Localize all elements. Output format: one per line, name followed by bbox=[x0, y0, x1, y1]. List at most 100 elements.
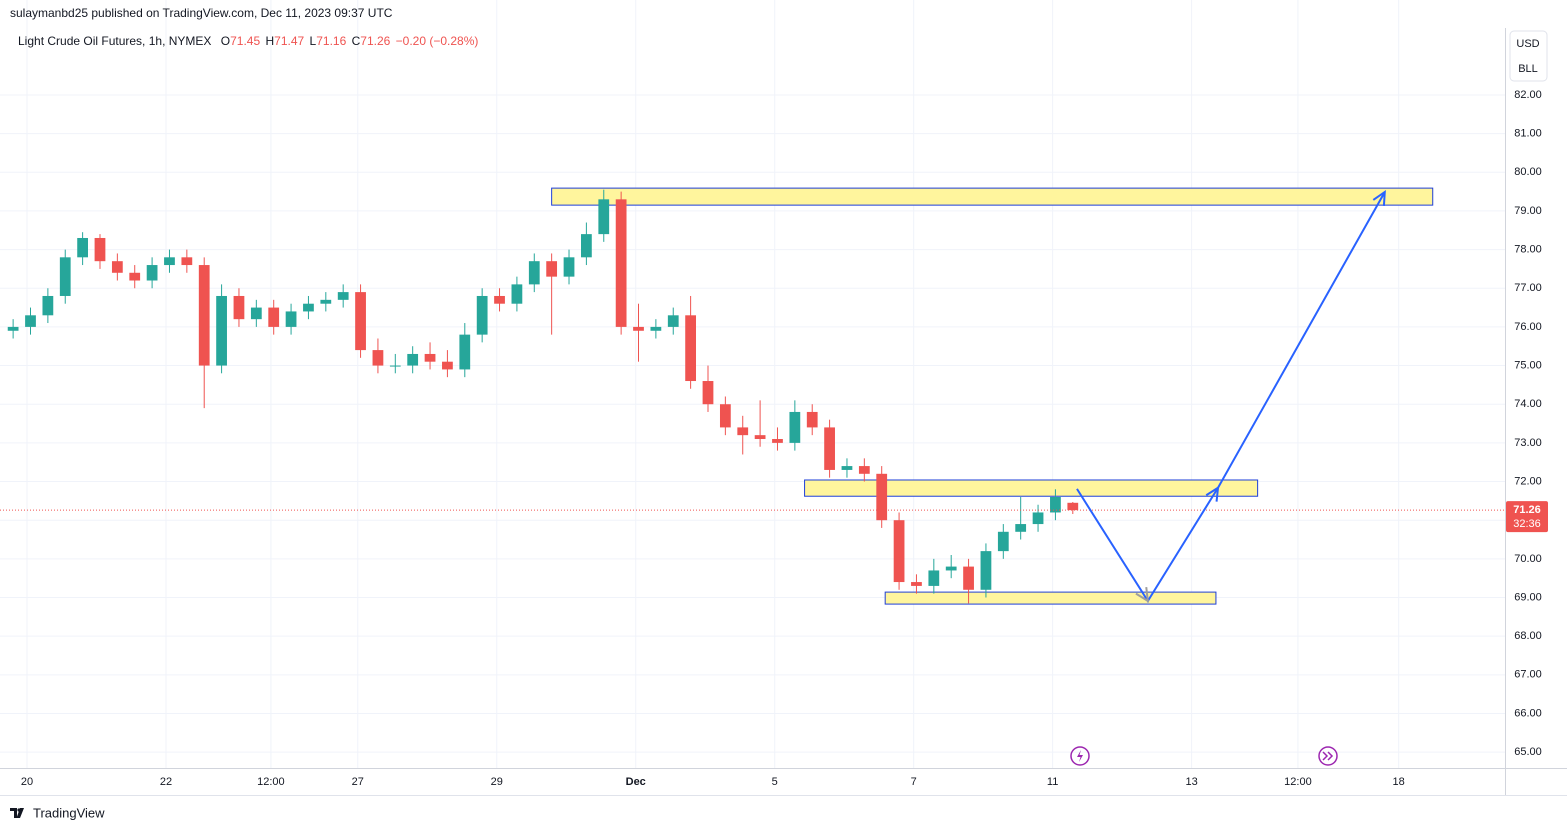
candle-body bbox=[424, 353, 436, 362]
candle-body bbox=[789, 411, 801, 443]
x-tick-label: 5 bbox=[772, 776, 778, 788]
x-tick-label: 29 bbox=[491, 776, 503, 788]
candle-body bbox=[997, 531, 1009, 552]
x-tick-label: 18 bbox=[1393, 776, 1405, 788]
candle-body bbox=[1015, 524, 1027, 532]
y-tick-label: 80.00 bbox=[1514, 166, 1542, 178]
candle-body bbox=[320, 299, 332, 304]
candle-body bbox=[164, 257, 175, 266]
y-tick-label: 82.00 bbox=[1514, 89, 1542, 101]
candle-body bbox=[980, 551, 992, 590]
change: −0.20 (−0.28%) bbox=[396, 34, 479, 48]
candle-body bbox=[893, 520, 905, 583]
candle-body bbox=[598, 199, 610, 235]
candle-body bbox=[146, 265, 158, 281]
candle-body bbox=[476, 295, 488, 335]
candle-body bbox=[337, 292, 349, 300]
last-price-box bbox=[1506, 501, 1548, 533]
candle-body bbox=[633, 326, 644, 331]
candle-body bbox=[1067, 502, 1079, 511]
candle-body bbox=[719, 404, 731, 428]
candle-body bbox=[546, 261, 558, 277]
candle-body bbox=[963, 566, 974, 590]
y-tick-label: 75.00 bbox=[1514, 359, 1542, 371]
candle-body bbox=[754, 435, 766, 440]
y-tick-label: 77.00 bbox=[1514, 282, 1542, 294]
y-tick-label: 69.00 bbox=[1514, 591, 1542, 603]
candle-body bbox=[511, 284, 523, 304]
publisher: sulaymanbd25 published on TradingView.co… bbox=[10, 6, 393, 20]
ohlc-key: C bbox=[352, 34, 361, 48]
candle-body bbox=[1032, 512, 1044, 525]
candle-body bbox=[806, 411, 818, 428]
x-tick-label: 27 bbox=[352, 776, 364, 788]
brand-logo bbox=[10, 808, 24, 818]
candle-body bbox=[285, 311, 297, 327]
legend: Light Crude Oil Futures, 1h, NYMEX O71.4… bbox=[18, 34, 478, 48]
candle-body bbox=[94, 237, 106, 262]
symbol-title: Light Crude Oil Futures, 1h, NYMEX bbox=[18, 34, 211, 48]
candle-body bbox=[841, 466, 853, 470]
y-tick-label: 79.00 bbox=[1514, 205, 1542, 217]
candle-body bbox=[459, 334, 471, 370]
candle-body bbox=[563, 257, 575, 277]
y-tick-label: 81.00 bbox=[1514, 128, 1542, 140]
candle-body bbox=[685, 315, 697, 382]
ohlc-value: 71.26 bbox=[360, 34, 390, 48]
ohlc-value: 71.16 bbox=[316, 34, 346, 48]
candle-body bbox=[372, 350, 384, 366]
currency[interactable]: USD bbox=[1516, 38, 1539, 50]
brand: TradingView bbox=[33, 805, 105, 820]
candle-body bbox=[945, 566, 957, 571]
ohlc-key: H bbox=[265, 34, 274, 48]
unit-box[interactable] bbox=[1509, 30, 1548, 82]
candle-body bbox=[1050, 497, 1061, 513]
candle-body bbox=[667, 315, 679, 327]
candle-body bbox=[528, 261, 540, 285]
last-price-label: 71.26 bbox=[1513, 504, 1541, 516]
candle-body bbox=[615, 199, 627, 327]
candle-body bbox=[355, 292, 366, 351]
candle-body bbox=[111, 261, 123, 273]
y-tick-label: 78.00 bbox=[1514, 243, 1542, 255]
candle-body bbox=[928, 570, 940, 586]
candle-body bbox=[389, 365, 401, 367]
candle-body bbox=[198, 265, 210, 366]
x-tick-label: Dec bbox=[626, 776, 646, 788]
y-tick-label: 65.00 bbox=[1514, 746, 1542, 758]
candle-body bbox=[858, 466, 870, 474]
y-tick-label: 76.00 bbox=[1514, 321, 1542, 333]
x-tick-label: 11 bbox=[1047, 776, 1058, 788]
candle-body bbox=[7, 326, 19, 331]
candle-body bbox=[737, 427, 749, 436]
y-tick-label: 74.00 bbox=[1514, 398, 1542, 410]
x-tick-label: 20 bbox=[21, 776, 33, 788]
candle-body bbox=[581, 234, 592, 258]
y-tick-label: 70.00 bbox=[1514, 553, 1542, 565]
candle-body bbox=[77, 237, 88, 258]
candle-body bbox=[911, 582, 922, 586]
ohlc-value: 71.45 bbox=[230, 34, 260, 48]
candle-body bbox=[250, 307, 262, 320]
candle-body bbox=[876, 473, 888, 521]
candle-body bbox=[702, 381, 714, 405]
candle-body bbox=[233, 295, 245, 320]
x-tick-label: 13 bbox=[1185, 776, 1197, 788]
countdown: 32:36 bbox=[1513, 518, 1541, 530]
candle-body bbox=[824, 427, 835, 470]
x-tick-label: 7 bbox=[911, 776, 917, 788]
arrow-head bbox=[1372, 189, 1386, 207]
candle-body bbox=[442, 361, 453, 370]
candle-body bbox=[129, 272, 141, 281]
ohlc-value: 71.47 bbox=[274, 34, 304, 48]
event-icon[interactable] bbox=[1070, 746, 1090, 766]
y-tick-label: 73.00 bbox=[1514, 437, 1542, 449]
event-icon[interactable] bbox=[1318, 746, 1338, 766]
arrow-head bbox=[1205, 485, 1220, 502]
candle-body bbox=[494, 295, 505, 304]
ohlc-key: L bbox=[310, 34, 317, 48]
y-tick-label: 66.00 bbox=[1514, 707, 1542, 719]
unit[interactable]: BLL bbox=[1518, 63, 1538, 75]
